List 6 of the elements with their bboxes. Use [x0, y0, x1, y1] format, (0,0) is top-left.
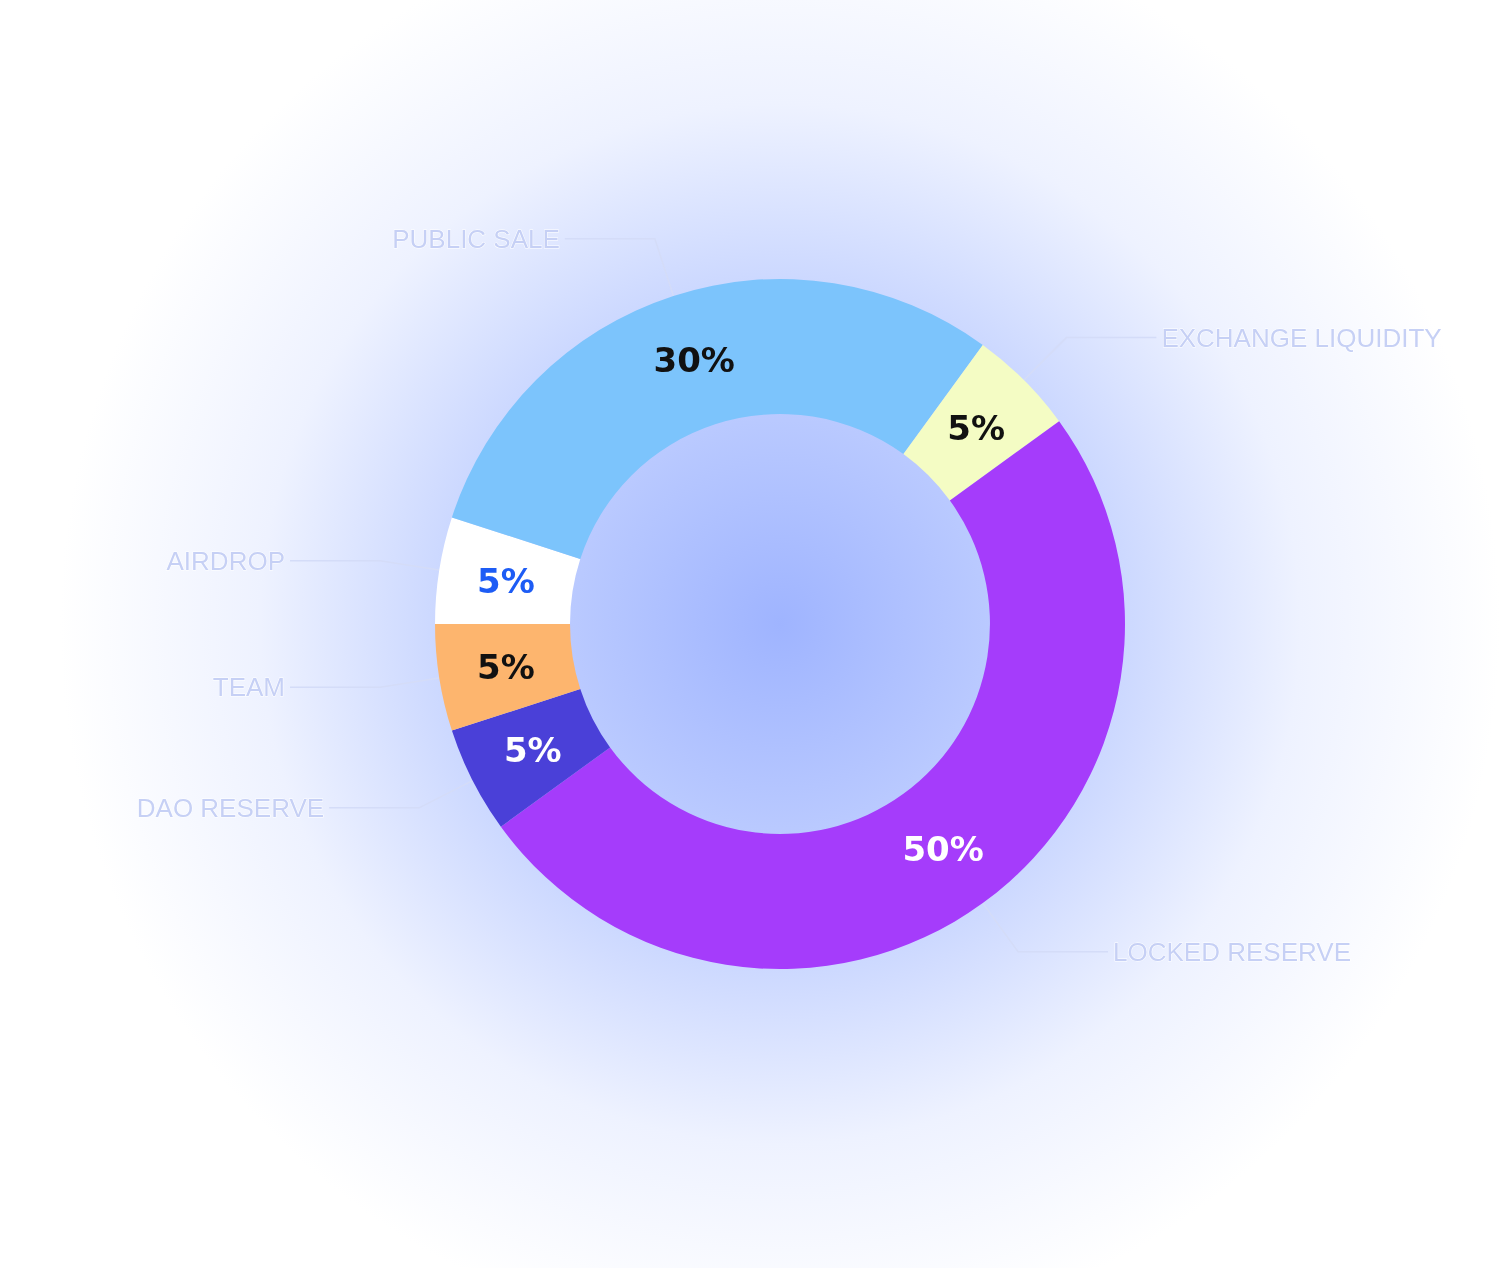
data-label: 5% [477, 560, 535, 601]
data-label: 5% [947, 407, 1006, 448]
data-label: 30% [653, 340, 735, 381]
data-label: 5% [477, 647, 535, 688]
data-label: 5% [503, 729, 562, 770]
data-label: 50% [902, 828, 984, 869]
